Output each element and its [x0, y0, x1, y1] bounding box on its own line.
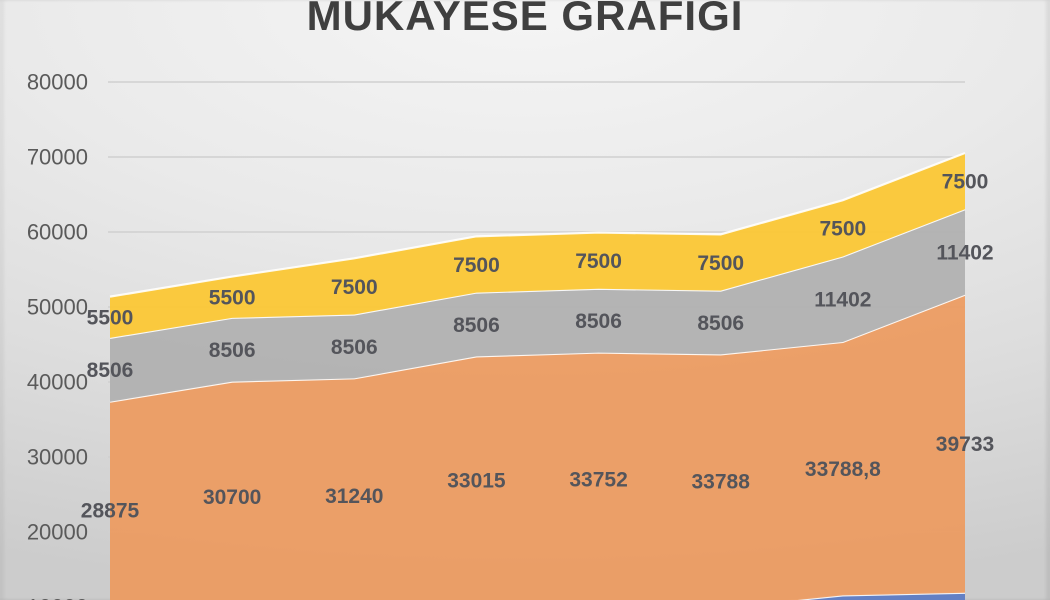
data-label-series-2-orange-p8: 39733: [936, 433, 994, 456]
y-axis-label-70000: 70000: [27, 145, 88, 170]
y-axis-label-20000: 20000: [27, 520, 88, 545]
chart-title: MUKAYESE GRAFİĞİ: [306, 0, 744, 39]
data-label-series-2-orange-p2: 30700: [203, 486, 261, 509]
area-top-border-series-1-blue: [786, 591, 966, 600]
y-axis-label-30000: 30000: [27, 445, 88, 470]
area-top-border-series-4-yellow: [109, 151, 966, 298]
area-top-border-series-3-gray: [109, 208, 966, 339]
data-label-series-3-gray-p1: 8506: [87, 359, 134, 382]
data-label-series-2-orange-p3: 31240: [325, 485, 383, 508]
data-label-series-4-yellow-p4: 7500: [453, 254, 500, 277]
data-label-series-4-yellow-p3: 7500: [331, 276, 378, 299]
data-label-series-4-yellow-p1: 5500: [87, 307, 134, 330]
data-label-series-2-orange-p4: 33015: [447, 470, 506, 493]
area-series-2-orange: [110, 294, 965, 600]
data-label-series-3-gray-p7: 11402: [814, 289, 871, 312]
data-label-series-2-orange-p6: 33788: [692, 470, 751, 493]
data-label-series-3-gray-p6: 8506: [697, 312, 744, 335]
data-label-series-3-gray-p4: 8506: [453, 314, 500, 337]
data-label-series-4-yellow-p2: 5500: [209, 287, 256, 310]
data-label-series-2-orange-p7: 33788,8: [805, 458, 881, 481]
data-label-series-3-gray-p5: 8506: [575, 310, 622, 333]
data-label-series-4-yellow-p5: 7500: [575, 250, 622, 273]
data-label-series-4-yellow-p6: 7500: [697, 252, 744, 275]
area-series-4-yellow: [110, 152, 965, 338]
y-axis-label-50000: 50000: [27, 295, 88, 320]
y-axis-label-40000: 40000: [27, 370, 88, 395]
data-label-series-4-yellow-p8: 7500: [942, 170, 989, 193]
data-label-series-3-gray-p3: 8506: [331, 336, 378, 359]
y-axis-label-80000: 80000: [27, 70, 88, 95]
y-axis-label-60000: 60000: [27, 220, 88, 245]
data-label-series-2-orange-p1: 28875: [81, 499, 140, 522]
area-series-3-gray: [110, 209, 965, 402]
data-label-series-2-orange-p5: 33752: [569, 469, 627, 492]
data-label-series-3-gray-p2: 8506: [209, 339, 256, 362]
data-label-series-3-gray-p8: 11402: [936, 241, 993, 264]
data-label-series-4-yellow-p7: 7500: [819, 218, 866, 241]
y-axis-label-10000: 10000: [27, 595, 88, 600]
